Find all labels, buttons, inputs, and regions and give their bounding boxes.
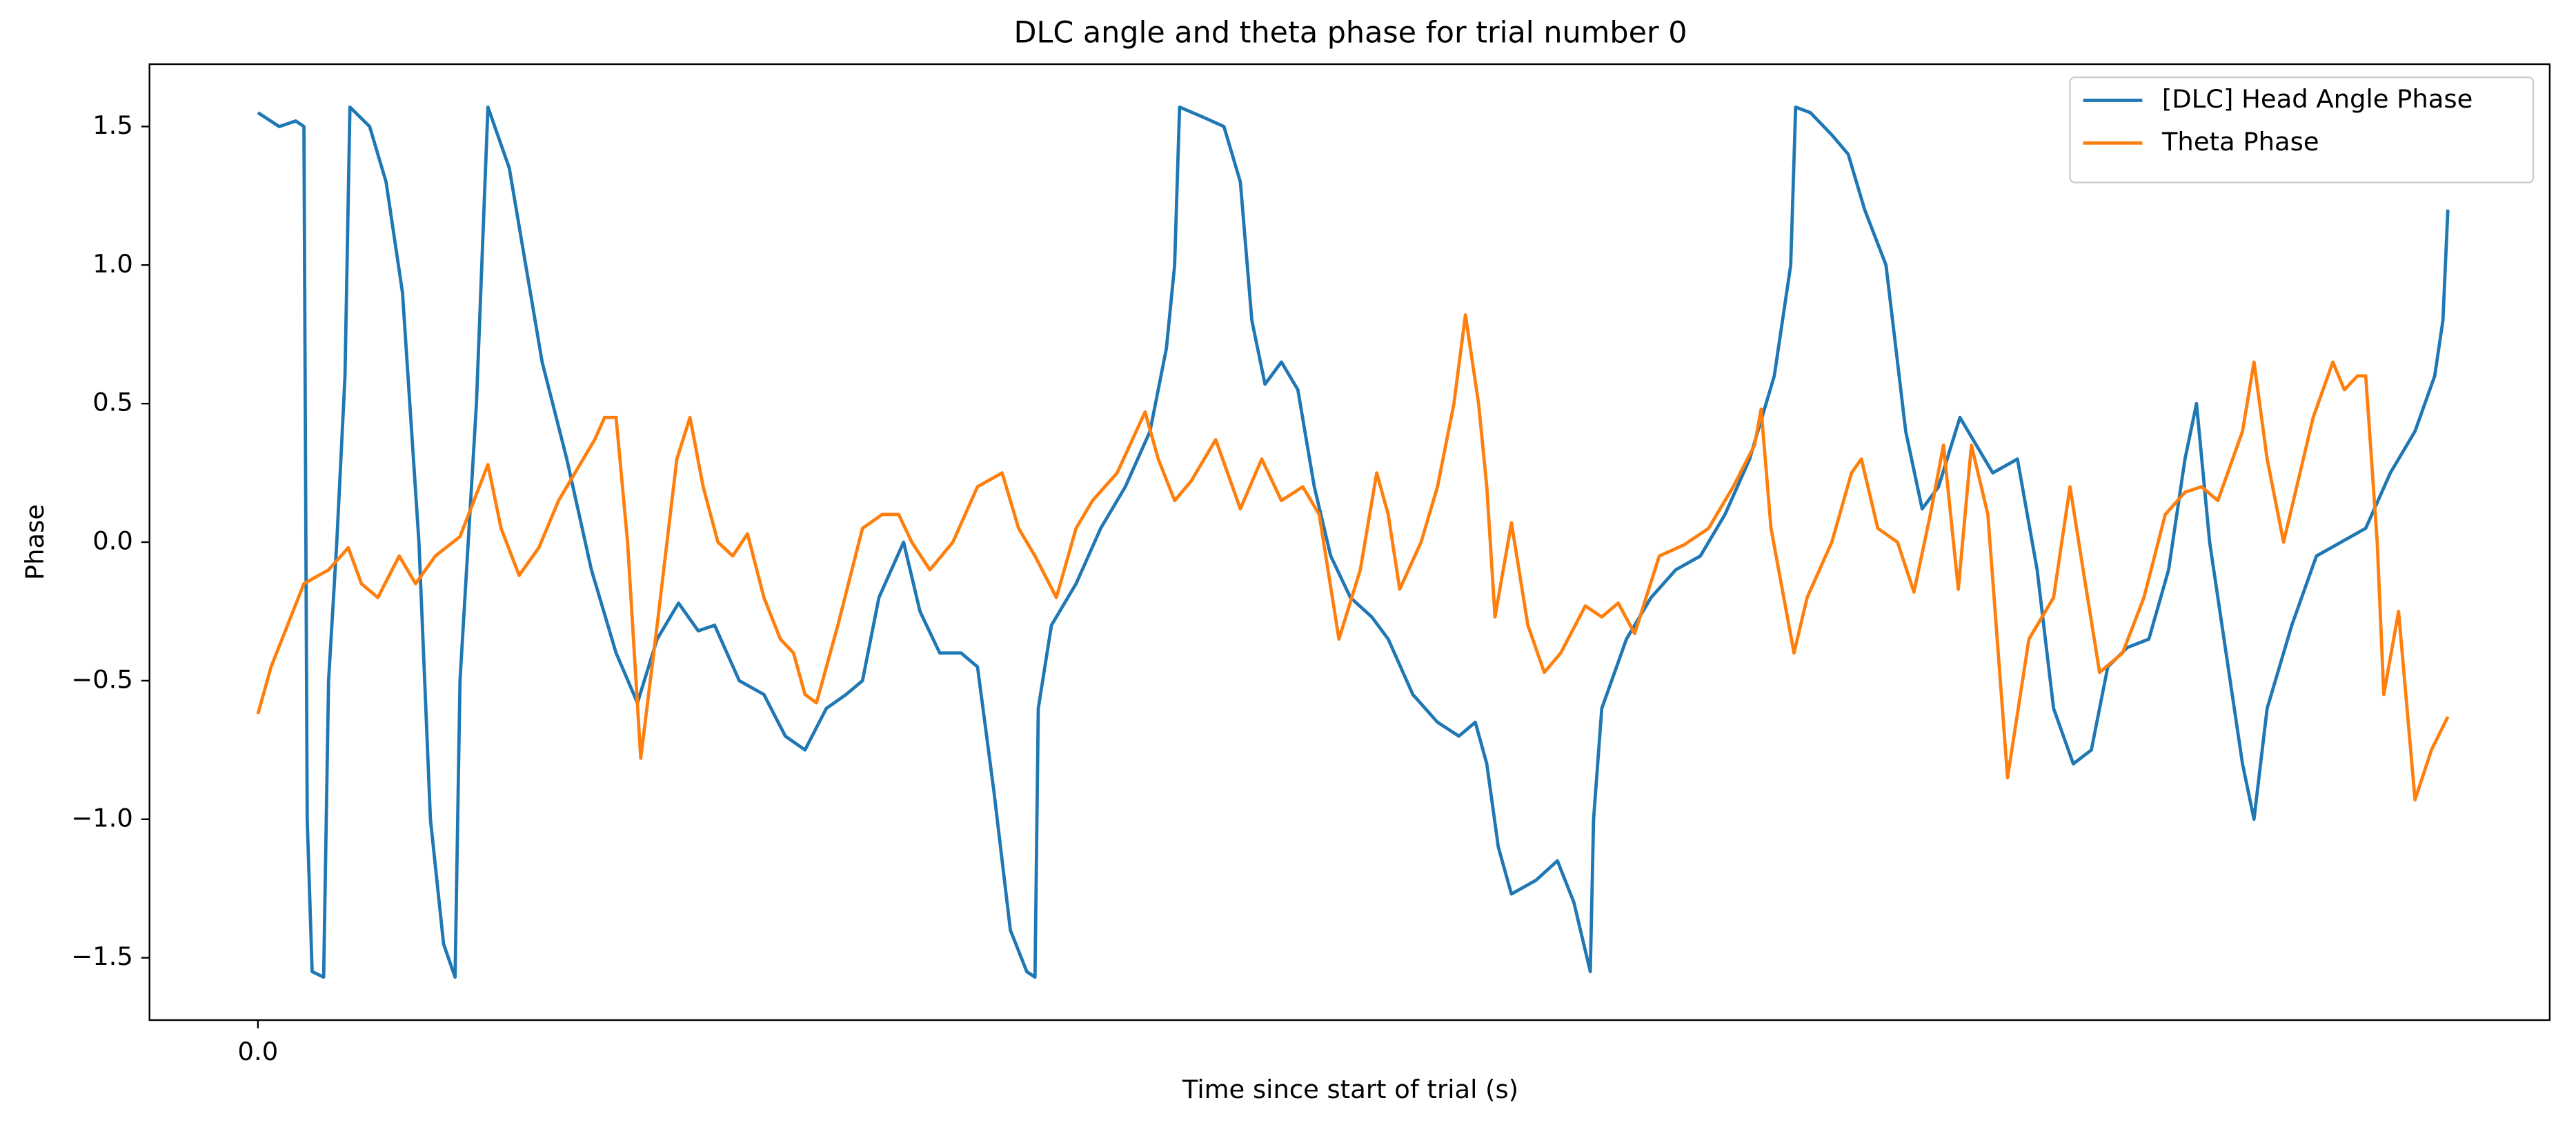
chart-title: DLC angle and theta phase for trial numb… xyxy=(1013,16,1687,50)
legend-box xyxy=(2069,76,2535,183)
x-axis-label: Time since start of trial (s) xyxy=(1182,1075,1518,1104)
y-axis-label: Phase xyxy=(20,504,50,580)
data-line xyxy=(257,105,2450,979)
x-tick-label: 0.0 xyxy=(238,1037,279,1066)
y-tick-label: −1.0 xyxy=(71,803,133,832)
y-tick-label: −1.5 xyxy=(71,941,133,971)
legend-label: [DLC] Head Angle Phase xyxy=(2162,84,2473,114)
y-tick-label: −0.5 xyxy=(71,664,133,694)
y-tick-label: 1.5 xyxy=(92,110,133,140)
plot-area xyxy=(256,105,2450,979)
y-tick-label: 1.0 xyxy=(92,249,133,279)
legend-label: Theta Phase xyxy=(2161,127,2319,157)
y-tick-label: 0.0 xyxy=(92,526,133,556)
y-tick-label: 0.5 xyxy=(92,388,133,417)
data-line xyxy=(256,313,2450,802)
legend: [DLC] Head Angle Phase Theta Phase xyxy=(2069,76,2535,183)
